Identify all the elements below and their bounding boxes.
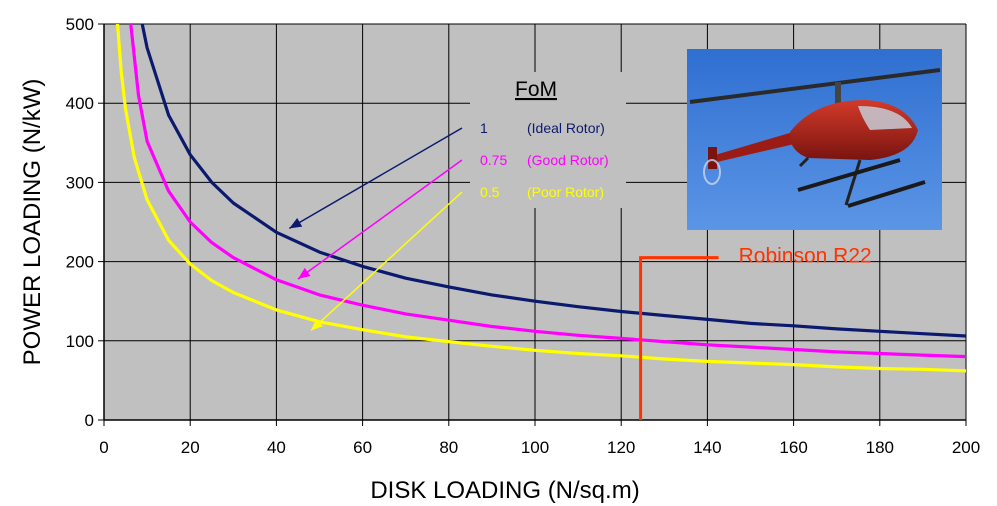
legend: FoM 1 (Ideal Rotor) 0.75 (Good Rotor) 0.5 (Poo… — [470, 72, 626, 208]
y-tick-label: 400 — [66, 94, 94, 113]
arrowhead — [297, 267, 311, 280]
y-axis-title: POWER LOADING (N/kW) — [19, 79, 46, 366]
x-tick-label: 0 — [99, 438, 108, 457]
series-line-good-rotor — [129, 24, 966, 359]
legend-arrow — [297, 159, 463, 280]
legend-series-name: (Poor Rotor) — [527, 184, 604, 200]
legend-fom-value: 0.5 — [480, 184, 500, 200]
x-tick-label: 180 — [866, 438, 894, 457]
x-tick-label: 40 — [267, 438, 286, 457]
x-tick-label: 140 — [693, 438, 721, 457]
arrowhead — [310, 318, 324, 331]
helicopter-icon — [689, 68, 941, 208]
legend-series-name: (Good Rotor) — [527, 152, 609, 168]
series-line-poor-rotor — [115, 24, 966, 373]
x-tick-label: 80 — [439, 438, 458, 457]
legend-series-name: (Ideal Rotor) — [527, 120, 605, 136]
legend-box — [470, 72, 626, 208]
x-axis-title: DISK LOADING (N/sq.m) — [370, 477, 639, 504]
x-tick-label: 60 — [353, 438, 372, 457]
x-tick-label: 20 — [181, 438, 200, 457]
x-tick-label: 120 — [607, 438, 635, 457]
legend-fom-value: 1 — [480, 120, 488, 136]
x-tick-label: 160 — [779, 438, 807, 457]
arrowhead — [289, 217, 303, 229]
y-tick-label: 300 — [66, 173, 94, 192]
y-tick-label: 200 — [66, 253, 94, 272]
r22-marker-line — [639, 256, 719, 420]
helicopter-photo — [687, 49, 942, 230]
legend-arrow — [288, 127, 463, 229]
legend-title: FoM — [515, 78, 557, 101]
legend-fom-value: 0.75 — [480, 152, 507, 168]
series-line-ideal-rotor — [140, 24, 966, 338]
r22-label: Robinson R22 — [739, 245, 872, 268]
x-tick-label: 100 — [521, 438, 549, 457]
y-tick-label: 500 — [66, 15, 94, 34]
y-tick-label: 100 — [66, 332, 94, 351]
y-tick-label: 0 — [85, 411, 94, 430]
x-tick-label: 200 — [952, 438, 980, 457]
legend-arrow — [310, 191, 463, 332]
